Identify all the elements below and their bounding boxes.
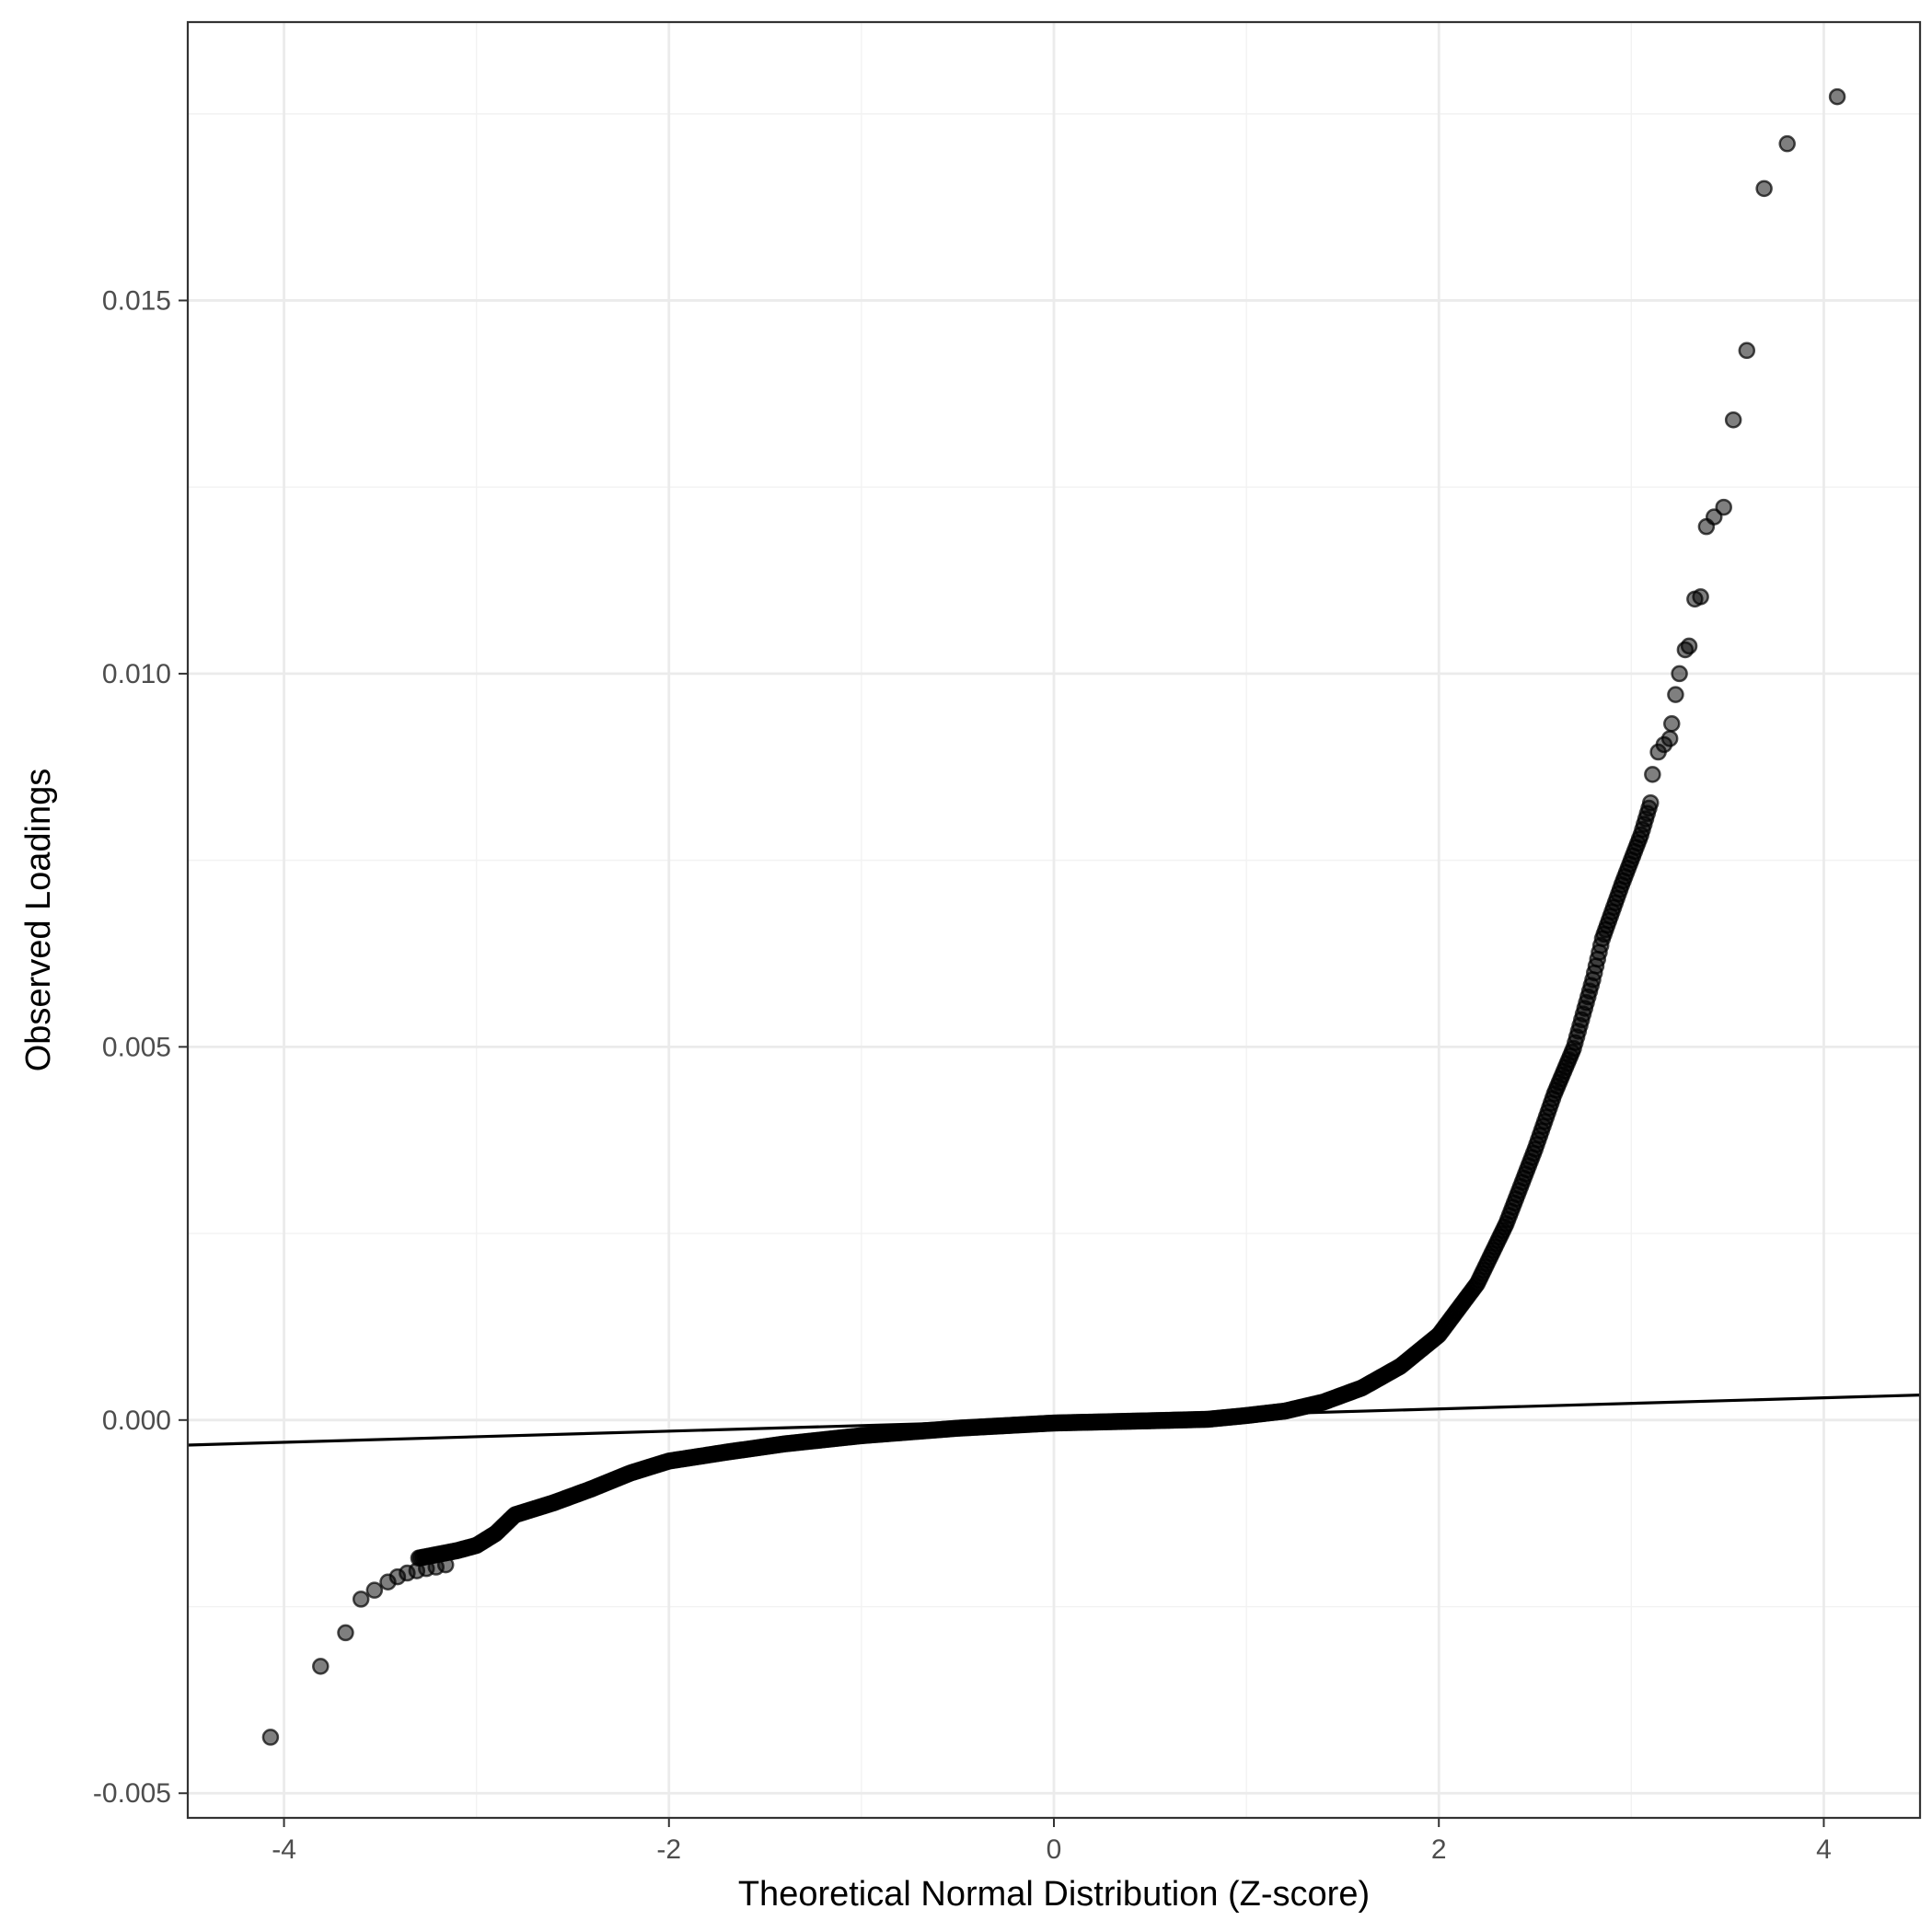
data-point [1667, 686, 1684, 703]
y-axis-title: Observed Loadings [19, 769, 58, 1072]
data-point [1724, 411, 1742, 429]
y-tick-label: 0.010 [102, 659, 171, 689]
data-point [1660, 730, 1679, 747]
y-tick-label: 0.000 [102, 1406, 171, 1436]
axis-ticks: -4 -2 0 2 4 -0.005 0.000 0.005 0.010 0.015 [93, 285, 1832, 1865]
y-tick-label: -0.005 [93, 1778, 171, 1809]
reference-line [187, 1394, 1921, 1447]
data-point [1641, 793, 1660, 812]
data-point [1663, 714, 1681, 733]
data-point [312, 1658, 330, 1675]
data-point [1828, 87, 1846, 106]
x-axis-title: Theoretical Normal Distribution (Z-score… [738, 1875, 1370, 1914]
x-tick-label: 0 [1047, 1834, 1062, 1865]
data-point [1680, 637, 1698, 655]
data-point [365, 1581, 384, 1599]
data-point [1715, 498, 1732, 516]
x-tick-label: -4 [272, 1834, 296, 1865]
x-tick-label: -2 [656, 1834, 681, 1865]
data-point [352, 1591, 370, 1608]
data-point [1778, 134, 1796, 153]
data-point [1755, 179, 1773, 198]
data-point [1644, 766, 1661, 783]
grid-lines [188, 22, 1920, 1818]
x-tick-label: 2 [1431, 1834, 1447, 1865]
data-point [1738, 341, 1756, 360]
y-tick-label: 0.015 [102, 285, 171, 316]
reference-line-layer [187, 1394, 1921, 1447]
data-point [436, 1556, 455, 1574]
data-point [261, 1729, 280, 1746]
x-tick-label: 4 [1816, 1834, 1832, 1865]
data-point [1671, 665, 1688, 683]
data-point [337, 1624, 354, 1642]
y-tick-label: 0.005 [102, 1032, 171, 1062]
data-point [1692, 588, 1709, 606]
